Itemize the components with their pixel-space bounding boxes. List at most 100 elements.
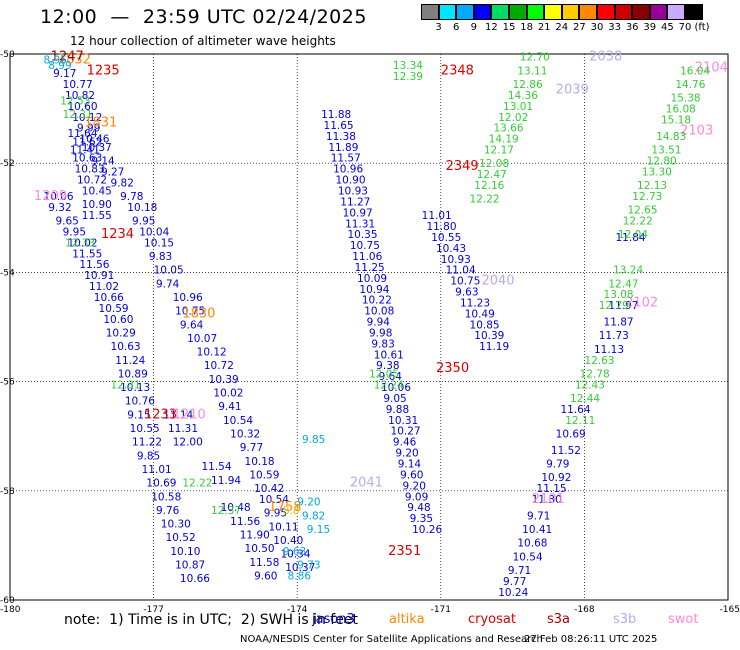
wave-height-label: 10.97: [343, 207, 373, 219]
wave-height-label: 10.85: [470, 319, 500, 331]
wave-height-label: 10.46: [79, 134, 109, 146]
colorbar-tick-label: 39: [643, 22, 657, 33]
wave-height-label: 10.37: [82, 142, 112, 154]
wave-height-label: 10.39: [474, 330, 504, 342]
pass-time-label: 1832: [58, 52, 91, 67]
wave-height-label: 11.64: [67, 128, 97, 140]
wave-height-label: 11.88: [321, 109, 351, 121]
wave-height-label: 9.60: [254, 570, 277, 582]
wave-height-label: 10.18: [127, 202, 157, 214]
wave-height-label: 9.64: [379, 371, 403, 383]
wave-height-label: 10.05: [154, 265, 184, 277]
wave-height-label: 11.84: [616, 232, 646, 244]
wave-height-label: 13.66: [493, 123, 523, 135]
wave-height-label: 9.74: [156, 278, 180, 290]
wave-height-label: 13.08: [604, 289, 634, 301]
wave-height-label: 11.64: [560, 404, 590, 416]
satellite-legend-swot: swot: [668, 612, 699, 627]
satellite-legend-jason3: jason3: [312, 612, 355, 627]
pass-time-label: 2038: [589, 50, 622, 65]
colorbar-swatch: [509, 4, 527, 20]
axis-ticks: -180 -177 -174 -171 -168 -165 -50 -52 -54 -56 -58 -…: [0, 50, 740, 615]
wave-height-label: 10.39: [209, 374, 239, 386]
colorbar-tick-label: 18: [520, 22, 533, 33]
wave-height-label: 12.16: [474, 180, 504, 192]
wave-height-label: 12.22: [623, 216, 653, 228]
y-tick-label: -56: [0, 378, 15, 388]
wave-height-label: 9.41: [218, 401, 241, 413]
wave-height-label: 12.70: [520, 52, 550, 64]
pass-time-label: 2039: [556, 82, 589, 97]
pass-time-label: 1235: [87, 63, 120, 78]
wave-height-label: 10.66: [180, 573, 210, 585]
wave-height-label: 12.22: [470, 194, 500, 206]
wave-height-label: 9.73: [297, 560, 320, 572]
wave-height-label: 11.65: [324, 120, 354, 132]
wave-height-label: 11.57: [331, 153, 361, 165]
colorbar-tick-label: 36: [625, 22, 639, 33]
pass-time-label: 2103: [680, 123, 713, 138]
x-tick-label: -174: [287, 605, 308, 615]
wave-height-label: 11.55: [72, 248, 102, 260]
wave-height-label: 10.76: [125, 396, 155, 408]
wave-height-label: 10.30: [161, 519, 191, 531]
wave-height-label: 10.49: [465, 308, 495, 320]
pass-time-label: 2351: [388, 544, 421, 559]
wave-height-label: 10.54: [223, 415, 253, 427]
wave-height-label: 9.82: [111, 177, 134, 189]
wave-height-label: 10.10: [170, 546, 200, 558]
colorbar-tick-label: 45: [661, 22, 674, 33]
wave-height-label: 12.00: [173, 437, 203, 449]
wave-height-label: 10.92: [541, 472, 571, 484]
wave-height-label: 9.88: [386, 404, 409, 416]
wave-height-label: 12.08: [479, 158, 509, 170]
wave-height-label: 11.55: [82, 210, 112, 222]
wave-height-label: 10.52: [166, 532, 196, 544]
wave-height-label: 13.11: [517, 65, 547, 77]
wave-height-label: 10.69: [556, 428, 586, 440]
wave-height-label: 9.35: [410, 513, 433, 525]
colorbar-tick-label: 33: [608, 22, 621, 33]
wave-height-label: 10.63: [111, 341, 141, 353]
pass-time-label: 2350: [436, 361, 469, 376]
pass-time-label: 2041: [350, 476, 383, 491]
wave-height-label: 10.90: [335, 175, 365, 187]
wave-height-label: 12.73: [632, 191, 662, 203]
wave-height-label: 10.02: [67, 237, 97, 249]
wave-height-label: 12.47: [608, 278, 638, 290]
wave-height-label: 12.11: [565, 415, 595, 427]
wave-height-label: 10.37: [285, 562, 315, 574]
wave-height-label: 10.55: [431, 232, 461, 244]
pass-time-label: 2040: [481, 274, 514, 289]
x-tick-label: -168: [574, 605, 595, 615]
wave-height-label: 11.06: [352, 251, 382, 263]
wave-height-label: 12.39: [393, 71, 423, 83]
wave-height-label: 11.01: [142, 464, 172, 476]
wave-height-label: 10.40: [273, 535, 303, 547]
wave-height-label: 14.19: [489, 134, 519, 146]
wave-height-label: 9.83: [149, 251, 172, 263]
colorbar-swatch: [526, 4, 545, 20]
wave-height-label: 14.76: [675, 79, 705, 91]
wave-height-label: 13.01: [503, 101, 533, 113]
wave-height-label: 9.98: [369, 327, 392, 339]
credit-text: NOAA/NESDIS Center for Satellite Applica…: [240, 634, 543, 645]
wave-height-label: 10.22: [362, 295, 392, 307]
wave-height-label: 11.30: [532, 494, 562, 506]
satellite-legend-cryosat: cryosat: [468, 612, 516, 627]
generated-timestamp: 27 Feb 08:26:11 UTC 2025: [524, 634, 658, 645]
wave-height-label: 12.80: [647, 155, 677, 167]
wave-height-label: 10.93: [441, 254, 471, 266]
wave-height-label: 11.27: [340, 196, 370, 208]
wave-height-label: 9.63: [455, 287, 478, 299]
colorbar-tick-label: 6: [453, 22, 460, 33]
wave-height-label: 11.56: [79, 259, 109, 271]
y-tick-label: -54: [0, 268, 15, 278]
pass-time-label: 1830: [182, 306, 215, 321]
wave-height-label: 10.58: [151, 491, 181, 503]
wave-height-label: 12.79: [599, 300, 629, 312]
wave-height-label: 10.96: [173, 292, 203, 304]
colorbar-swatch: [544, 4, 562, 20]
wave-height-label: 10.34: [280, 549, 310, 561]
wave-height-label: 10.75: [350, 240, 380, 252]
